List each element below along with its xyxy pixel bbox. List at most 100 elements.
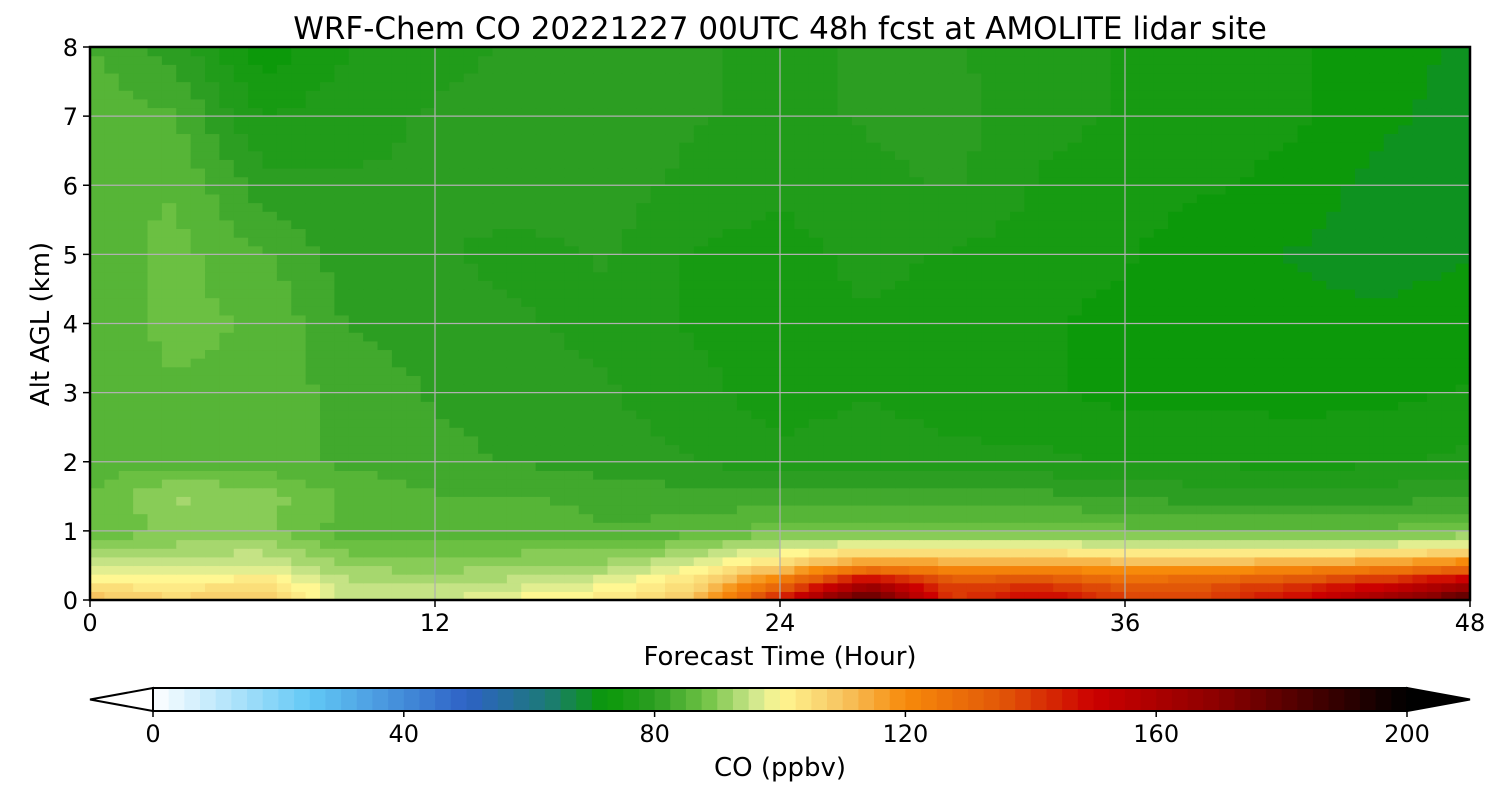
heatmap-cell bbox=[1053, 435, 1069, 446]
heatmap-cell bbox=[1211, 297, 1227, 307]
heatmap-cell bbox=[133, 522, 149, 532]
heatmap-cell bbox=[133, 401, 149, 411]
heatmap-cell bbox=[262, 332, 278, 342]
heatmap-cell bbox=[636, 401, 652, 411]
heatmap-cell bbox=[133, 280, 149, 290]
heatmap-cell bbox=[219, 332, 235, 342]
heatmap-cell bbox=[1326, 470, 1342, 480]
heatmap-cell bbox=[1067, 582, 1083, 592]
heatmap-cell bbox=[463, 453, 479, 463]
heatmap-cell bbox=[693, 591, 709, 600]
heatmap-cell bbox=[506, 358, 522, 368]
heatmap-cell bbox=[320, 522, 335, 532]
heatmap-cell bbox=[363, 332, 379, 342]
heatmap-cell bbox=[794, 254, 810, 264]
heatmap-cell bbox=[147, 159, 163, 169]
heatmap-cell bbox=[1412, 323, 1428, 333]
heatmap-cell bbox=[593, 288, 609, 299]
heatmap-cell bbox=[607, 453, 623, 463]
heatmap-cell bbox=[334, 487, 350, 497]
heatmap-cell bbox=[794, 487, 810, 497]
heatmap-cell bbox=[1010, 427, 1025, 437]
heatmap-cell bbox=[1283, 349, 1299, 359]
heatmap-cell bbox=[1010, 582, 1025, 592]
heatmap-cell bbox=[1038, 280, 1054, 290]
heatmap-cell bbox=[1067, 314, 1083, 325]
heatmap-cell bbox=[636, 461, 652, 471]
heatmap-cell bbox=[909, 401, 925, 411]
heatmap-cell bbox=[334, 297, 350, 307]
heatmap-cell bbox=[1355, 453, 1370, 463]
heatmap-cell bbox=[492, 366, 508, 376]
heatmap-cell bbox=[219, 228, 235, 238]
heatmap-cell bbox=[190, 548, 206, 558]
heatmap-cell bbox=[104, 176, 120, 186]
heatmap-cell bbox=[1196, 219, 1212, 230]
heatmap-cell bbox=[233, 392, 249, 402]
heatmap-cell bbox=[1168, 340, 1184, 351]
heatmap-cell bbox=[391, 582, 407, 592]
heatmap-cell bbox=[564, 375, 580, 385]
heatmap-cell bbox=[765, 366, 781, 376]
heatmap-cell bbox=[391, 461, 407, 471]
heatmap-cell bbox=[1010, 167, 1025, 178]
heatmap-cell bbox=[751, 150, 767, 160]
heatmap-cell bbox=[1383, 522, 1399, 532]
heatmap-cell bbox=[1153, 176, 1169, 186]
heatmap-cell bbox=[909, 349, 925, 359]
heatmap-cell bbox=[794, 401, 810, 411]
heatmap-cell bbox=[1053, 358, 1069, 368]
heatmap-cell bbox=[1340, 306, 1356, 316]
heatmap-cell bbox=[1125, 427, 1140, 437]
heatmap-cell bbox=[348, 288, 364, 299]
heatmap-cell bbox=[233, 185, 249, 195]
heatmap-cell bbox=[478, 453, 494, 463]
heatmap-cell bbox=[1355, 548, 1370, 558]
heatmap-cell bbox=[276, 548, 292, 558]
heatmap-cell bbox=[751, 306, 767, 316]
heatmap-cell bbox=[406, 297, 422, 307]
heatmap-cell bbox=[866, 383, 882, 394]
heatmap-cell bbox=[1383, 288, 1399, 299]
heatmap-cell bbox=[708, 288, 724, 299]
heatmap-cell bbox=[1153, 548, 1169, 558]
heatmap-cell bbox=[363, 461, 379, 471]
heatmap-cell bbox=[909, 150, 925, 160]
heatmap-cell bbox=[981, 314, 997, 325]
heatmap-cell bbox=[133, 470, 149, 480]
heatmap-cell bbox=[521, 461, 537, 471]
heatmap-cell bbox=[1240, 522, 1255, 532]
heatmap-cell bbox=[952, 409, 968, 420]
heatmap-cell bbox=[219, 314, 235, 325]
heatmap-cell bbox=[794, 263, 810, 273]
heatmap-cell bbox=[449, 548, 465, 558]
heatmap-cell bbox=[1455, 427, 1470, 437]
heatmap-cell bbox=[593, 167, 609, 178]
heatmap-cell bbox=[1067, 159, 1083, 169]
heatmap-cell bbox=[952, 254, 968, 264]
heatmap-cell bbox=[406, 582, 422, 592]
heatmap-cell bbox=[593, 435, 609, 446]
heatmap-cell bbox=[722, 470, 738, 480]
heatmap-cell bbox=[1268, 453, 1284, 463]
heatmap-cell bbox=[262, 323, 278, 333]
heatmap-cell bbox=[1211, 427, 1227, 437]
heatmap-cell bbox=[679, 228, 695, 238]
heatmap-cell bbox=[1369, 349, 1385, 359]
heatmap-cell bbox=[1340, 409, 1356, 420]
heatmap-cell bbox=[564, 263, 580, 273]
heatmap-cell bbox=[1153, 340, 1169, 351]
heatmap-cell bbox=[1067, 185, 1083, 195]
heatmap-cell bbox=[593, 185, 609, 195]
heatmap-cell bbox=[1067, 254, 1083, 264]
heatmap-cell bbox=[377, 409, 393, 420]
heatmap-cell bbox=[722, 167, 738, 178]
heatmap-cell bbox=[147, 237, 163, 247]
heatmap-cell bbox=[1398, 297, 1414, 307]
heatmap-cell bbox=[938, 591, 954, 600]
heatmap-cell bbox=[1211, 211, 1227, 221]
heatmap-cell bbox=[981, 427, 997, 437]
heatmap-cell bbox=[1383, 271, 1399, 281]
heatmap-cell bbox=[550, 245, 565, 255]
heatmap-cell bbox=[1268, 479, 1284, 489]
